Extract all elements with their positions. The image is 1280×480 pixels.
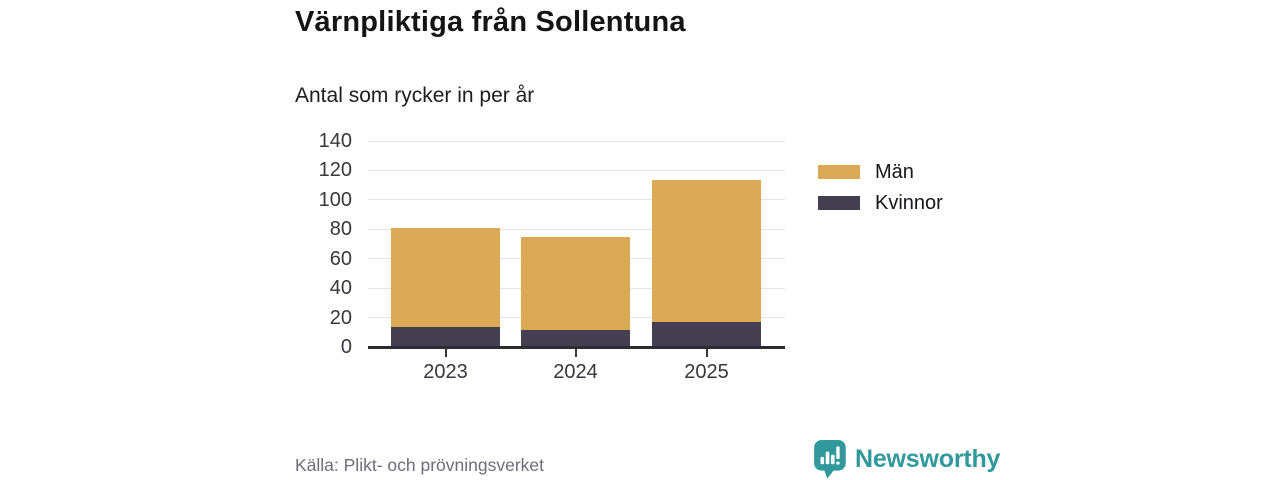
x-tick-2023 bbox=[444, 349, 447, 357]
gridline-140 bbox=[368, 140, 785, 142]
gridline-120 bbox=[368, 169, 785, 171]
chart-subtitle: Antal som rycker in per år bbox=[295, 84, 535, 107]
bar-segment-kvinnor-2025 bbox=[652, 322, 761, 346]
y-tick-label-80: 80 bbox=[329, 218, 352, 241]
bar-segment-män-2023 bbox=[391, 228, 500, 327]
legend-label-kvinnor: Kvinnor bbox=[875, 191, 943, 214]
y-tick-label-140: 140 bbox=[318, 130, 352, 152]
source-caption: Källa: Plikt- och prövningsverket bbox=[295, 455, 544, 475]
x-axis-label-2023: 2023 bbox=[423, 361, 468, 383]
y-tick-label-60: 60 bbox=[329, 247, 352, 270]
legend-label-man: Män bbox=[875, 160, 914, 183]
bar-segment-män-2025 bbox=[652, 179, 761, 323]
x-axis-line bbox=[368, 346, 785, 349]
y-tick-label-100: 100 bbox=[318, 188, 352, 211]
x-tick-2025 bbox=[705, 349, 708, 357]
newsworthy-logo-icon bbox=[813, 439, 849, 479]
y-tick-label-0: 0 bbox=[340, 336, 352, 358]
y-tick-label-20: 20 bbox=[329, 306, 352, 329]
page-title: Värnpliktiga från Sollentuna bbox=[295, 6, 686, 38]
chart-legend: Män Kvinnor bbox=[818, 161, 943, 214]
legend-swatch-man bbox=[818, 165, 860, 179]
y-tick-label-40: 40 bbox=[329, 277, 352, 300]
legend-swatch-kvinnor bbox=[818, 196, 860, 210]
gridline-100 bbox=[368, 199, 785, 201]
bar-segment-kvinnor-2023 bbox=[391, 326, 500, 346]
bar-segment-män-2024 bbox=[521, 237, 630, 330]
gridline-80 bbox=[368, 228, 785, 230]
x-tick-2024 bbox=[574, 349, 577, 357]
brand-name: Newsworthy bbox=[855, 444, 1001, 473]
x-axis-label-2025: 2025 bbox=[684, 361, 729, 383]
brand-logo: Newsworthy bbox=[813, 439, 1000, 479]
y-tick-label-120: 120 bbox=[318, 159, 352, 182]
x-axis-label-2024: 2024 bbox=[553, 361, 598, 383]
bar-segment-kvinnor-2024 bbox=[521, 329, 630, 346]
legend-item-man: Män bbox=[818, 161, 943, 183]
legend-item-kvinnor: Kvinnor bbox=[818, 192, 943, 214]
